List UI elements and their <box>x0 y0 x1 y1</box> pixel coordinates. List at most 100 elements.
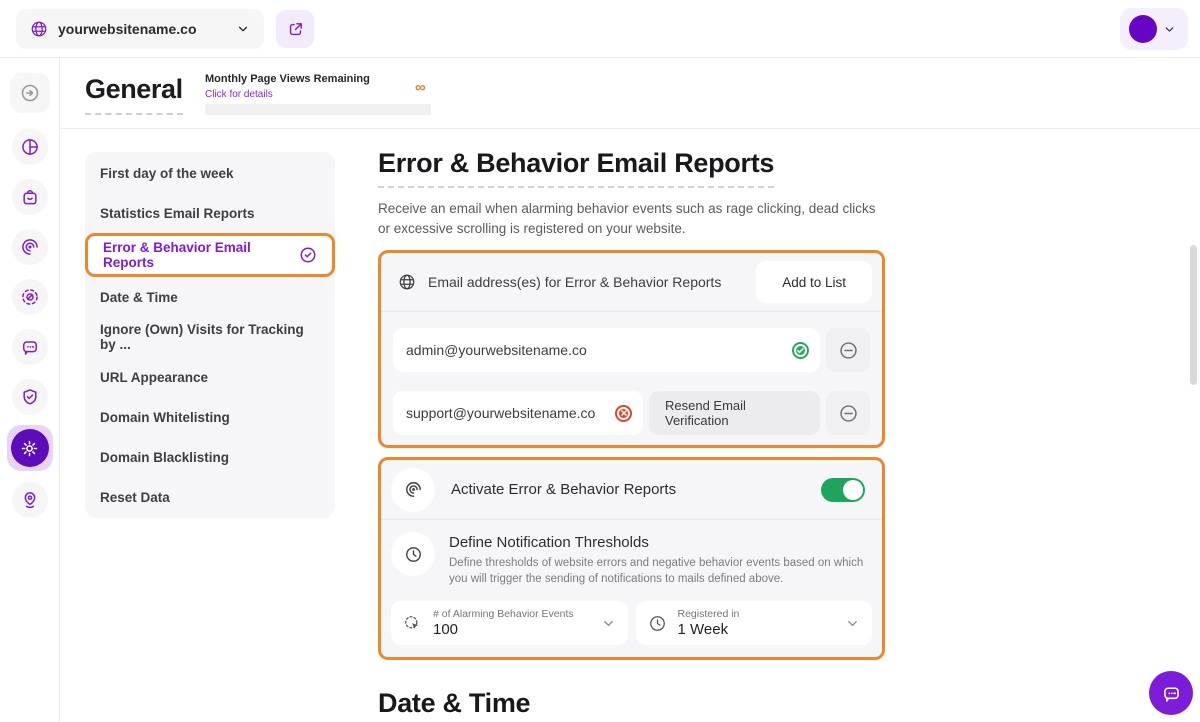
nav-item-reset-data[interactable]: Reset Data <box>85 477 335 517</box>
rail-item-dashboard[interactable] <box>11 129 48 165</box>
email-row: admin@yourwebsitename.co <box>393 328 870 372</box>
email-entry-verified: admin@yourwebsitename.co <box>393 328 820 372</box>
scrollbar-thumb[interactable] <box>1190 245 1197 385</box>
rail-item-settings[interactable] <box>6 425 53 471</box>
clock-icon <box>648 614 667 633</box>
nav-item-statistics-email-reports[interactable]: Statistics Email Reports <box>85 193 335 233</box>
thresholds-description: Define thresholds of website errors and … <box>449 557 864 585</box>
globe-icon <box>30 20 48 38</box>
email-address: support@yourwebsitename.co <box>406 405 596 421</box>
website-selector[interactable]: yourwebsitename.co <box>16 9 264 49</box>
thresholds-title: Define Notification Thresholds <box>449 534 649 551</box>
clock-icon-circle <box>391 532 435 576</box>
activation-toggle[interactable] <box>821 477 865 502</box>
activation-row: Activate Error & Behavior Reports <box>381 460 882 519</box>
nav-item-label: Error & Behavior Email Reports <box>103 240 251 270</box>
avatar <box>1129 15 1157 43</box>
shield-check-icon <box>20 387 40 407</box>
rail-item-recordings[interactable] <box>11 279 48 315</box>
chevron-down-icon <box>236 22 250 36</box>
globe-icon <box>398 273 416 291</box>
support-chat-button[interactable] <box>1149 671 1193 715</box>
email-rows: admin@yourwebsitename.co support@yourweb… <box>381 311 882 445</box>
activation-toggle-label: Activate Error & Behavior Reports <box>451 481 677 498</box>
chat-bubble-icon <box>20 337 40 357</box>
email-address: admin@yourwebsitename.co <box>406 342 587 358</box>
radar-icon-circle <box>391 467 435 512</box>
rail-item-privacy[interactable] <box>11 379 48 415</box>
usage-label: Monthly Page Views Remaining <box>205 73 370 85</box>
nav-item-label: Statistics Email Reports <box>100 205 255 221</box>
remove-email-button[interactable] <box>826 328 870 372</box>
email-reports-box: Email address(es) for Error & Behavior R… <box>378 250 885 448</box>
section-title: Error & Behavior Email Reports <box>378 148 774 188</box>
settings-active-indicator <box>10 429 49 467</box>
radar-spiral-icon <box>404 480 423 499</box>
top-bar: yourwebsitename.co <box>0 0 1200 58</box>
activation-box: Activate Error & Behavior Reports Define… <box>378 457 885 660</box>
toggle-knob <box>843 479 863 500</box>
add-to-list-button[interactable]: Add to List <box>756 261 872 303</box>
chat-bubble-icon <box>1161 683 1182 704</box>
check-circle-icon <box>299 246 317 264</box>
dropdown-value: 100 <box>433 621 459 638</box>
nav-item-error-behavior-email-reports[interactable]: Error & Behavior Email Reports <box>85 233 335 277</box>
chevron-down-icon <box>845 616 860 631</box>
pie-chart-icon <box>20 137 40 157</box>
shopping-bag-icon <box>20 187 40 207</box>
nav-item-url-appearance[interactable]: URL Appearance <box>85 357 335 397</box>
collapse-sidebar-button[interactable] <box>9 73 50 113</box>
main-content: Error & Behavior Email Reports Receive a… <box>378 129 888 722</box>
icon-rail <box>0 58 60 722</box>
nav-item-date-time[interactable]: Date & Time <box>85 277 335 317</box>
chevron-down-icon <box>601 616 616 631</box>
nav-item-label: First day of the week <box>100 165 234 181</box>
external-link-icon <box>287 21 304 38</box>
unverified-x-icon <box>617 406 630 420</box>
alarming-events-dropdown[interactable]: # of Alarming Behavior Events 100 <box>391 601 628 645</box>
nav-item-label: Ignore (Own) Visits for Tracking by ... <box>100 322 304 352</box>
email-box-label: Email address(es) for Error & Behavior R… <box>428 274 722 290</box>
dropdown-value: 1 Week <box>677 621 729 638</box>
resend-verification-button[interactable]: Resend Email Verification <box>649 391 820 435</box>
rail-item-behavior[interactable] <box>11 229 48 265</box>
account-menu[interactable] <box>1120 8 1188 50</box>
email-entry-unverified: support@yourwebsitename.co <box>393 391 643 435</box>
click-target-icon <box>403 614 422 633</box>
rail-item-visitors[interactable] <box>11 482 48 518</box>
website-selector-label: yourwebsitename.co <box>58 21 197 37</box>
nav-item-label: URL Appearance <box>100 369 209 385</box>
nav-item-label: Domain Blacklisting <box>100 449 230 465</box>
next-section-title: Date & Time <box>378 688 531 722</box>
page-title: General <box>85 74 183 115</box>
nav-item-label: Reset Data <box>100 489 170 505</box>
dropdown-label: # of Alarming Behavior Events <box>433 608 574 620</box>
nav-item-label: Date & Time <box>100 289 178 305</box>
collapse-arrow-icon <box>19 82 41 104</box>
session-recording-icon <box>20 287 40 307</box>
usage-value: ∞ <box>415 79 426 96</box>
registered-in-dropdown[interactable]: Registered in 1 Week <box>635 601 872 645</box>
usage-details-link[interactable]: Click for details <box>205 89 273 100</box>
nav-item-domain-blacklisting[interactable]: Domain Blacklisting <box>85 437 335 477</box>
verified-check-icon <box>794 343 807 357</box>
page-header: General Monthly Page Views Remaining Cli… <box>60 58 1200 129</box>
rail-item-ecommerce[interactable] <box>11 179 48 215</box>
nav-item-label: Domain Whitelisting <box>100 409 230 425</box>
gear-icon <box>20 439 39 458</box>
nav-item-ignore-own-visits[interactable]: Ignore (Own) Visits for Tracking by ... <box>85 317 335 357</box>
thresholds-text: Define Notification Thresholds Define th… <box>449 532 881 587</box>
clock-icon <box>404 545 423 564</box>
remove-email-button[interactable] <box>826 391 870 435</box>
usage-progress-bar <box>205 104 431 115</box>
thresholds-section: Define Notification Thresholds Define th… <box>381 519 882 591</box>
threshold-fields: # of Alarming Behavior Events 100 Regi <box>381 591 882 657</box>
open-website-button[interactable] <box>276 10 314 48</box>
settings-nav: First day of the week Statistics Email R… <box>85 152 335 518</box>
dropdown-label: Registered in <box>677 608 740 620</box>
nav-item-first-day-of-week[interactable]: First day of the week <box>85 153 335 193</box>
nav-item-domain-whitelisting[interactable]: Domain Whitelisting <box>85 397 335 437</box>
rail-item-feedback[interactable] <box>11 329 48 365</box>
radar-spiral-icon <box>20 237 40 257</box>
